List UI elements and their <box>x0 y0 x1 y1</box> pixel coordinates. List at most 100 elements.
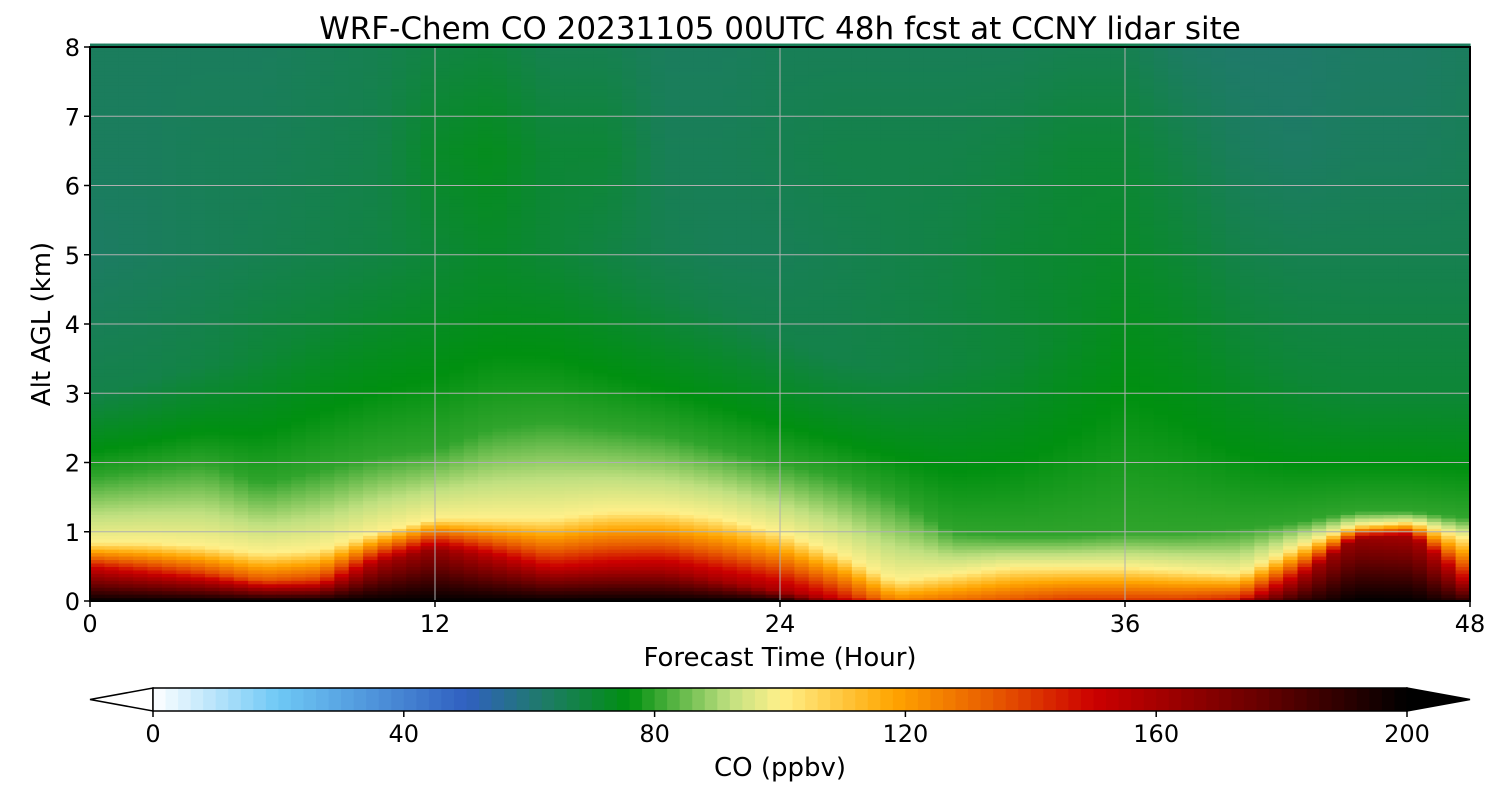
field-cell <box>161 455 177 460</box>
field-cell <box>205 251 220 256</box>
field-cell <box>248 285 264 290</box>
field-cell <box>420 67 436 72</box>
field-cell <box>190 504 206 509</box>
field-cell <box>492 67 508 72</box>
field-cell <box>334 362 350 367</box>
field-cell <box>521 524 537 529</box>
field-cell <box>334 247 350 252</box>
field-cell <box>478 233 494 239</box>
field-cell <box>133 507 149 512</box>
field-cell <box>435 64 450 69</box>
field-cell <box>463 98 479 103</box>
field-cell <box>506 535 522 540</box>
field-cell <box>276 445 292 450</box>
field-cell <box>90 555 105 561</box>
field-cell <box>391 313 407 318</box>
field-cell <box>90 566 105 571</box>
field-cell <box>219 105 235 110</box>
field-cell <box>147 150 163 155</box>
field-cell <box>506 417 522 422</box>
field-cell <box>521 92 537 97</box>
field-cell <box>104 192 120 197</box>
field-cell <box>377 168 393 173</box>
field-cell <box>463 524 479 529</box>
field-cell <box>104 195 120 200</box>
field-cell <box>348 569 364 574</box>
field-cell <box>377 278 393 284</box>
field-cell <box>219 292 235 297</box>
field-cell <box>262 486 278 491</box>
field-cell <box>334 60 350 65</box>
field-cell <box>320 233 335 239</box>
field-cell <box>161 510 177 516</box>
field-cell <box>262 102 278 107</box>
field-cell <box>320 538 335 543</box>
field-cell <box>463 497 479 502</box>
field-cell <box>377 292 393 297</box>
field-cell <box>276 230 292 235</box>
field-cell <box>219 382 235 387</box>
field-cell <box>363 389 379 394</box>
field-cell <box>133 362 149 367</box>
field-cell <box>161 268 177 273</box>
field-cell <box>262 476 278 481</box>
field-cell <box>291 206 307 211</box>
field-cell <box>391 240 407 245</box>
field-cell <box>449 330 465 335</box>
field-cell <box>320 258 335 263</box>
field-cell <box>348 483 364 488</box>
field-cell <box>463 552 479 557</box>
field-cell <box>363 424 379 429</box>
field-cell <box>90 282 105 287</box>
field-cell <box>435 396 450 401</box>
field-cell <box>305 47 321 52</box>
field-cell <box>248 455 264 460</box>
field-cell <box>348 261 364 266</box>
field-cell <box>90 427 105 432</box>
field-cell <box>90 74 105 79</box>
field-cell <box>248 81 264 86</box>
field-cell <box>463 178 479 183</box>
field-cell <box>262 493 278 498</box>
field-cell <box>262 112 278 117</box>
field-cell <box>492 137 508 142</box>
field-cell <box>205 261 220 266</box>
field-cell <box>463 393 479 398</box>
field-cell <box>118 386 134 391</box>
field-cell <box>219 71 235 76</box>
field-cell <box>161 420 177 426</box>
field-cell <box>391 102 407 107</box>
field-cell <box>348 43 364 48</box>
field-cell <box>176 178 192 183</box>
field-cell <box>478 438 494 443</box>
field-cell <box>205 130 220 135</box>
field-cell <box>248 95 264 100</box>
field-cell <box>420 348 436 353</box>
field-cell <box>363 278 379 284</box>
field-cell <box>104 455 120 460</box>
field-cell <box>435 67 450 72</box>
field-cell <box>348 379 364 384</box>
field-cell <box>233 476 249 481</box>
field-cell <box>420 386 436 391</box>
field-cell <box>90 310 105 315</box>
field-cell <box>262 74 278 79</box>
field-cell <box>449 237 465 242</box>
field-cell <box>90 251 105 256</box>
field-cell <box>521 178 537 183</box>
field-cell <box>147 81 163 86</box>
field-cell <box>262 514 278 519</box>
field-cell <box>205 175 220 180</box>
field-cell <box>219 552 235 557</box>
field-cell <box>435 206 450 211</box>
field-cell <box>233 479 249 484</box>
field-cell <box>118 119 134 124</box>
field-cell <box>521 510 537 516</box>
field-cell <box>205 555 220 561</box>
field-cell <box>276 220 292 225</box>
field-cell <box>147 344 163 349</box>
field-cell <box>190 497 206 502</box>
field-cell <box>363 476 379 481</box>
field-cell <box>133 545 149 550</box>
field-cell <box>463 195 479 200</box>
